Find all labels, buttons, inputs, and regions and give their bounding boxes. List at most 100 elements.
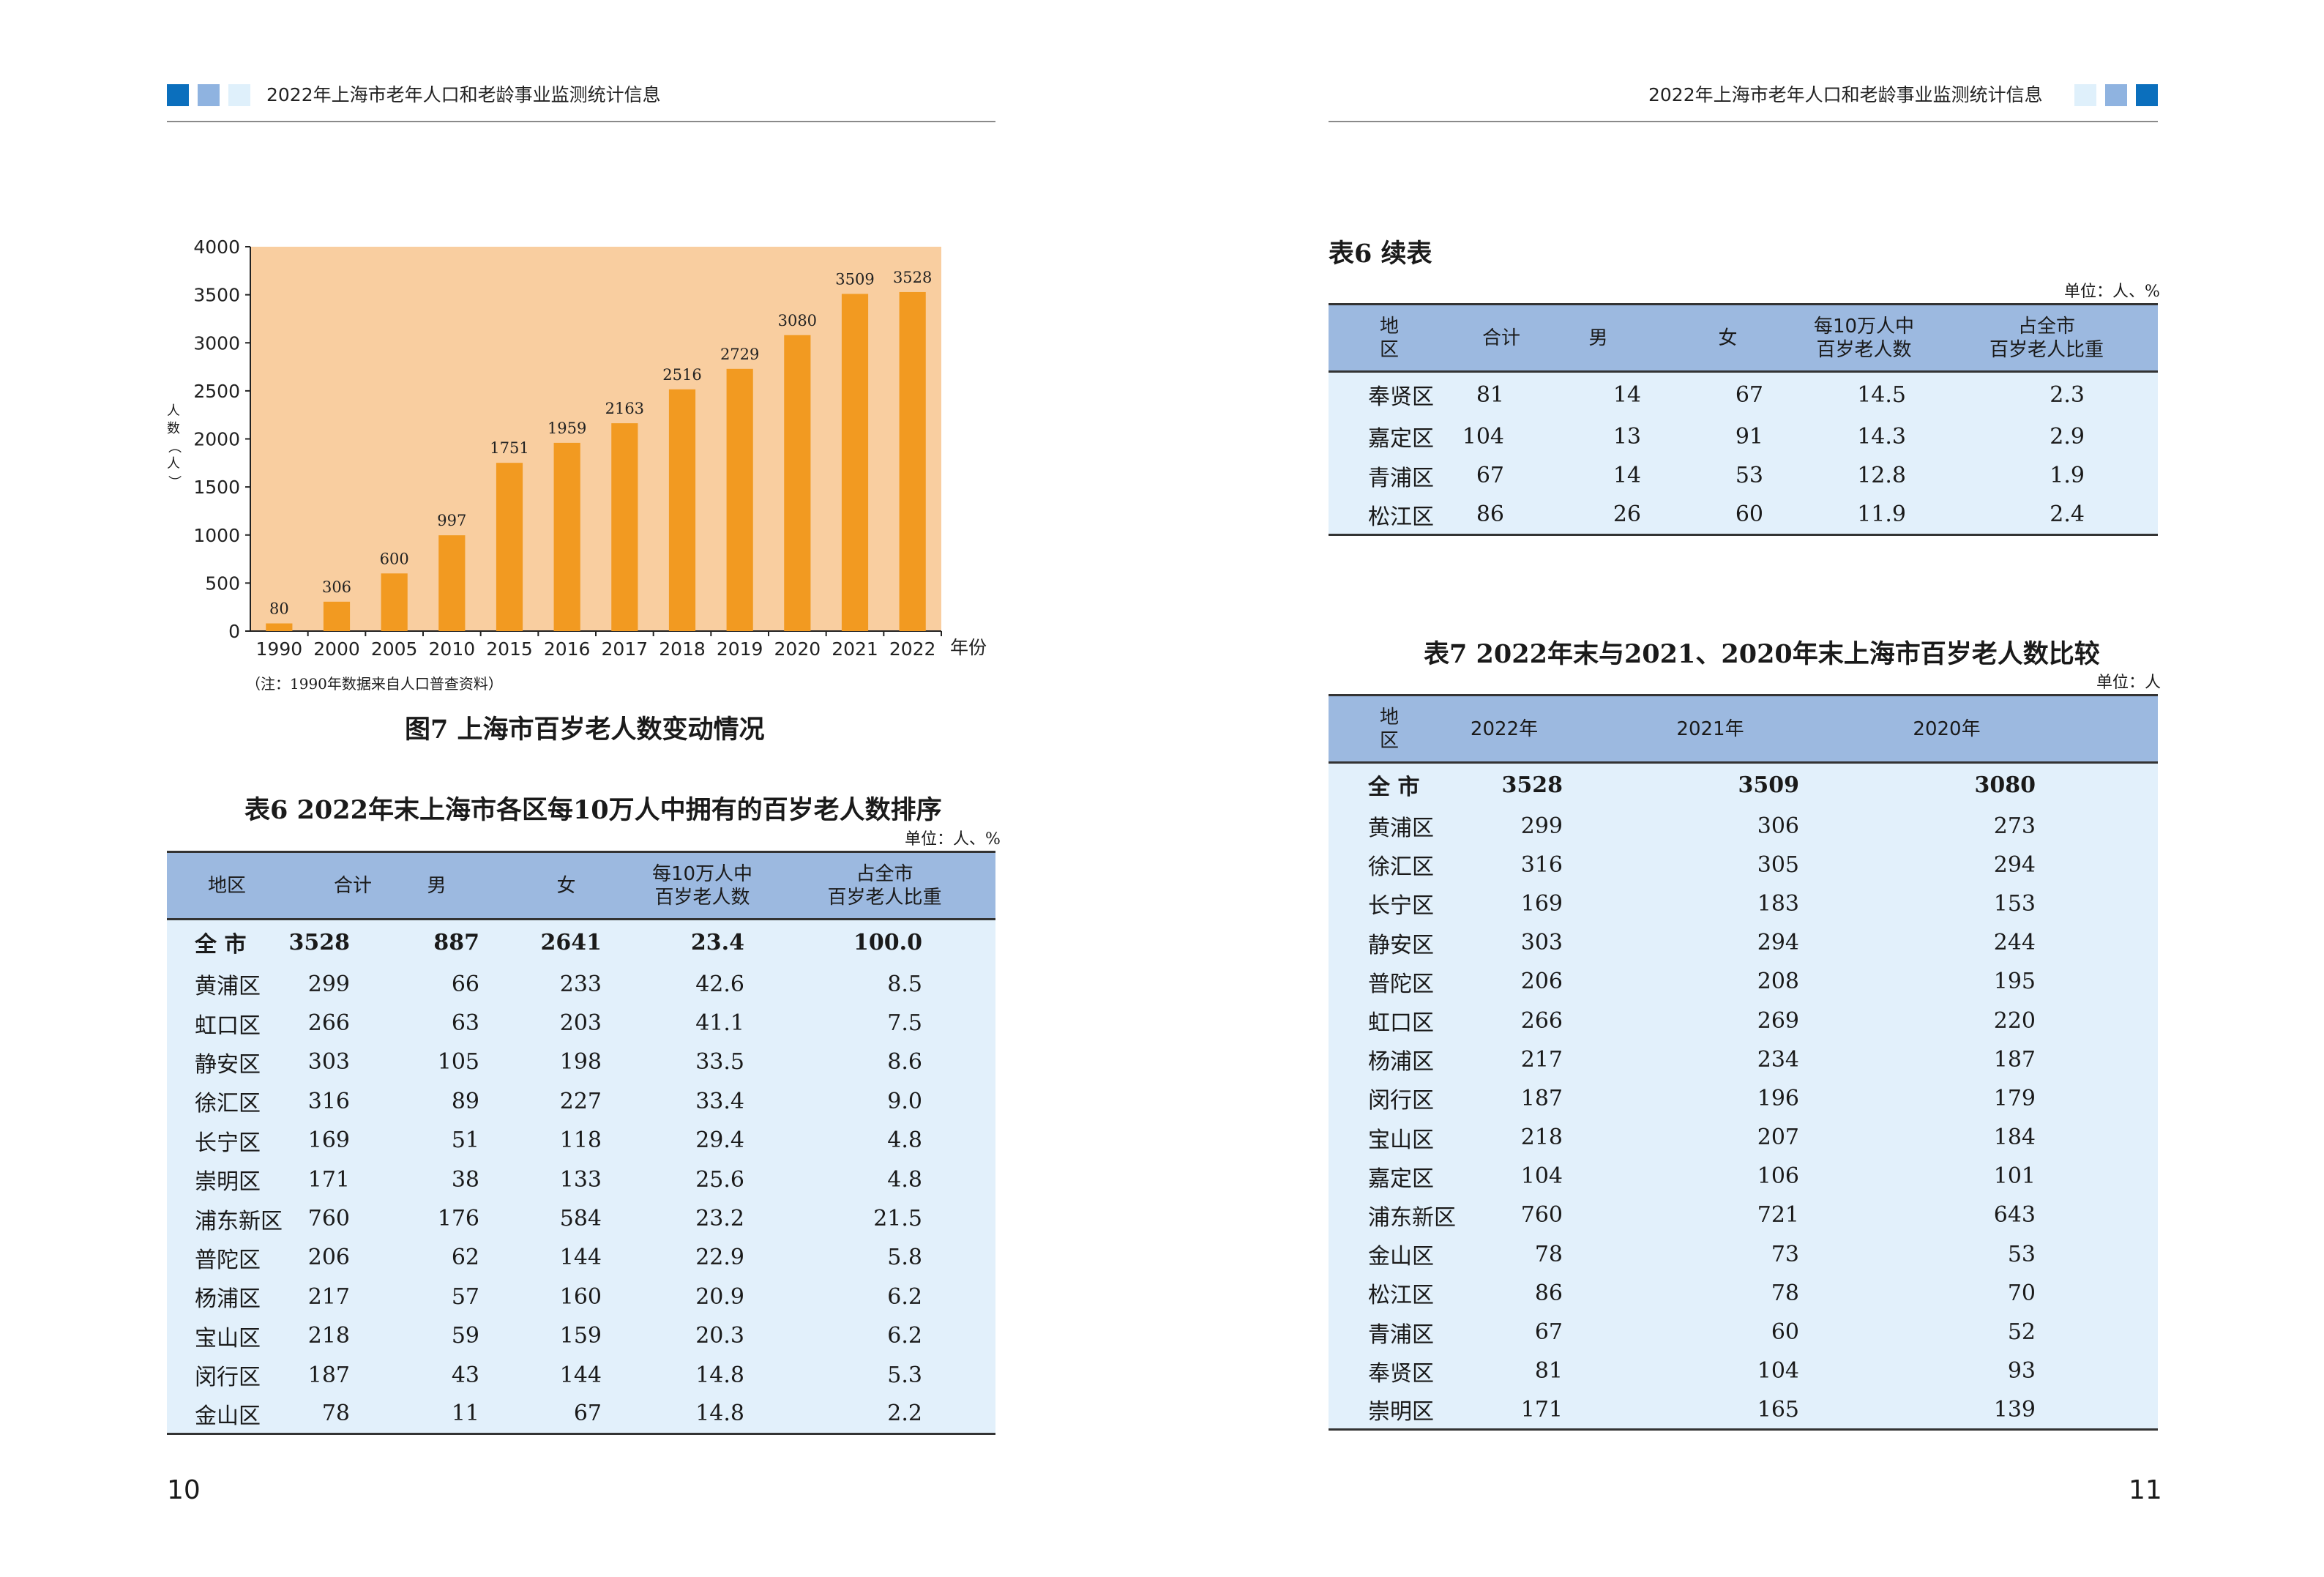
table-cell: 269 bbox=[1592, 1001, 1828, 1040]
row-label: 黄浦区 bbox=[167, 964, 261, 1004]
table-cell: 100.0 bbox=[774, 919, 995, 965]
table-cell: 721 bbox=[1592, 1196, 1828, 1235]
data-label: 1751 bbox=[490, 439, 528, 457]
table-cell: 78 bbox=[1592, 1273, 1828, 1313]
column-header: 2020年 bbox=[1828, 694, 2065, 764]
header-square-dark bbox=[167, 84, 189, 106]
table-row: 宝山区 218 207 184 bbox=[1329, 1118, 2158, 1157]
table-cell: 23.2 bbox=[631, 1198, 774, 1239]
table-cell: 14.3 bbox=[1793, 417, 1935, 456]
y-tick-label: 3500 bbox=[193, 285, 240, 306]
table6-caption: 表6 2022年末上海市各区每10万人中拥有的百岁老人数排序 bbox=[244, 795, 942, 825]
table-cell: 196 bbox=[1592, 1078, 1828, 1118]
column-header: 每10万人中 百岁老人数 bbox=[1793, 303, 1935, 373]
table-cell: 303 bbox=[1416, 923, 1592, 963]
table-cell: 233 bbox=[501, 964, 631, 1004]
column-header: 合计 bbox=[255, 851, 372, 920]
column-header: 占全市 百岁老人比重 bbox=[1935, 303, 2158, 373]
y-axis-title-char: 数 bbox=[167, 421, 180, 436]
table-cell: 38 bbox=[372, 1160, 501, 1199]
table-cell: 8.6 bbox=[774, 1043, 995, 1082]
table-cell-spacer bbox=[2065, 1273, 2158, 1313]
y-tick-label: 1000 bbox=[193, 525, 240, 546]
table-cell: 86 bbox=[1416, 495, 1533, 536]
table-cell-spacer bbox=[2065, 1352, 2158, 1391]
table-cell: 106 bbox=[1592, 1157, 1828, 1196]
table-cell: 3080 bbox=[1828, 762, 2065, 807]
row-label: 杨浦区 bbox=[167, 1277, 261, 1317]
table-cell: 105 bbox=[372, 1043, 501, 1082]
table-row: 浦东新区 760 176 584 23.2 21.5 bbox=[167, 1198, 995, 1239]
row-label: 松江区 bbox=[1329, 1273, 1434, 1313]
chart-note: （注：1990年数据来自人口普查资料） bbox=[246, 675, 503, 693]
table-row: 嘉定区 104 13 91 14.3 2.9 bbox=[1329, 417, 2158, 456]
table-row: 宝山区 218 59 159 20.3 6.2 bbox=[167, 1316, 995, 1356]
table-cell-spacer bbox=[2065, 762, 2158, 807]
table-cell: 3509 bbox=[1592, 762, 1828, 807]
bar-chart: 0 500 1000 1500 2000 2500 3000 3500 4000 80 1990 30… bbox=[193, 236, 987, 660]
table-cell: 643 bbox=[1828, 1196, 2065, 1235]
table-cell: 70 bbox=[1828, 1273, 2065, 1313]
column-header: 合计 bbox=[1416, 303, 1533, 373]
bar bbox=[668, 389, 696, 631]
bar bbox=[784, 335, 811, 631]
table-cell: 2.2 bbox=[774, 1394, 995, 1435]
x-tick-label: 2017 bbox=[602, 638, 649, 660]
table-cell: 171 bbox=[255, 1160, 372, 1199]
table-cell: 183 bbox=[1592, 884, 1828, 924]
bar bbox=[726, 368, 753, 631]
table-cell-spacer bbox=[2065, 845, 2158, 884]
x-tick-label: 2000 bbox=[313, 638, 360, 660]
table-cell: 6.2 bbox=[774, 1277, 995, 1317]
table-cell: 165 bbox=[1592, 1390, 1828, 1431]
row-label: 嘉定区 bbox=[1329, 417, 1434, 456]
table-cell-spacer bbox=[2065, 923, 2158, 963]
row-label: 青浦区 bbox=[1329, 456, 1434, 496]
table-cell: 4.8 bbox=[774, 1160, 995, 1199]
table-row: 闵行区 187 196 179 bbox=[1329, 1078, 2158, 1118]
table-row: 杨浦区 217 234 187 bbox=[1329, 1040, 2158, 1079]
table-cell: 133 bbox=[501, 1160, 631, 1199]
table-cell: 67 bbox=[1416, 1312, 1592, 1352]
data-label: 600 bbox=[380, 550, 409, 567]
bar bbox=[553, 442, 580, 631]
x-tick-label: 2005 bbox=[371, 638, 418, 660]
table-cell: 41.1 bbox=[631, 1003, 774, 1043]
header-square-mid bbox=[2105, 84, 2127, 106]
table-cell: 26 bbox=[1533, 495, 1663, 536]
header-title-right: 2022年上海市老年人口和老龄事业监测统计信息 bbox=[1648, 84, 2043, 105]
table-cell: 59 bbox=[372, 1316, 501, 1356]
table-cell: 78 bbox=[1416, 1234, 1592, 1274]
table-cell: 5.3 bbox=[774, 1355, 995, 1395]
table-row: 黄浦区 299 66 233 42.6 8.5 bbox=[167, 964, 995, 1004]
table-cell: 86 bbox=[1416, 1273, 1592, 1313]
bar bbox=[381, 573, 408, 631]
table-cell: 73 bbox=[1592, 1234, 1828, 1274]
row-label: 虹口区 bbox=[1329, 1001, 1434, 1040]
bar bbox=[611, 423, 638, 631]
table-cell: 7.5 bbox=[774, 1003, 995, 1043]
table-row: 普陀区 206 208 195 bbox=[1329, 962, 2158, 1002]
data-label: 3509 bbox=[835, 270, 874, 288]
table-row: 杨浦区 217 57 160 20.9 6.2 bbox=[167, 1277, 995, 1317]
plot-area bbox=[250, 247, 941, 631]
table-cell: 93 bbox=[1828, 1352, 2065, 1391]
table-cell: 78 bbox=[255, 1394, 372, 1435]
table-cell: 266 bbox=[255, 1003, 372, 1043]
table-cell: 198 bbox=[501, 1043, 631, 1082]
table-cell: 25.6 bbox=[631, 1160, 774, 1199]
table-cell: 206 bbox=[255, 1238, 372, 1278]
figure7-caption: 图7 上海市百岁老人数变动情况 bbox=[405, 715, 765, 745]
x-tick-label: 2021 bbox=[832, 638, 878, 660]
bar bbox=[841, 294, 869, 631]
table-cell: 306 bbox=[1592, 806, 1828, 846]
table-row: 长宁区 169 183 153 bbox=[1329, 884, 2158, 924]
table-cell: 294 bbox=[1828, 845, 2065, 884]
table-cell: 207 bbox=[1592, 1118, 1828, 1157]
row-label: 奉贤区 bbox=[1329, 1352, 1434, 1391]
table-cell: 184 bbox=[1828, 1118, 2065, 1157]
table-cell: 299 bbox=[1416, 806, 1592, 846]
table-row: 奉贤区 81 14 67 14.5 2.3 bbox=[1329, 371, 2158, 417]
row-label: 全 市 bbox=[1329, 762, 1419, 807]
table6-continued: 地区 合计男女每10万人中 百岁老人数 占全市 百岁老人比重 奉贤区 81 14 67 14.… bbox=[1329, 303, 2158, 536]
